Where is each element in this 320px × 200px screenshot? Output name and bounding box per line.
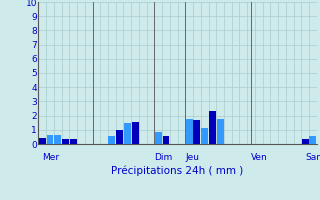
Text: Ven: Ven — [251, 153, 268, 162]
Bar — [186, 119, 193, 144]
Bar — [201, 128, 208, 144]
Bar — [194, 120, 200, 144]
Bar — [209, 111, 216, 144]
Bar — [217, 119, 224, 144]
Bar — [124, 123, 131, 144]
Bar — [132, 122, 139, 144]
Text: Précipitations 24h ( mm ): Précipitations 24h ( mm ) — [111, 165, 244, 176]
Text: Mer: Mer — [42, 153, 60, 162]
Bar — [46, 135, 53, 144]
Bar — [155, 132, 162, 144]
Text: Sam: Sam — [305, 153, 320, 162]
Bar — [54, 135, 61, 144]
Bar — [302, 139, 309, 144]
Bar — [39, 138, 46, 144]
Bar — [70, 139, 77, 144]
Bar — [108, 136, 115, 144]
Text: Dim: Dim — [155, 153, 173, 162]
Bar — [309, 136, 316, 144]
Bar — [62, 139, 69, 144]
Bar — [163, 136, 170, 144]
Bar — [116, 130, 123, 144]
Text: Jeu: Jeu — [185, 153, 199, 162]
